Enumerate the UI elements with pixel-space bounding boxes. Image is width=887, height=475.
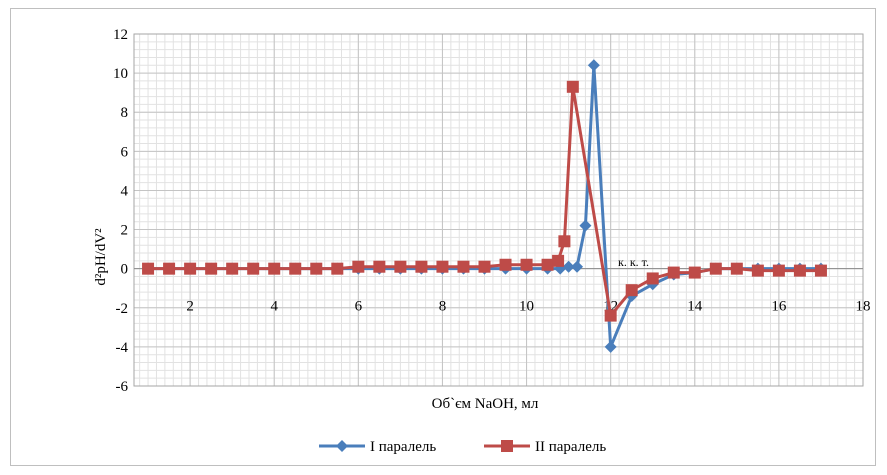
data-point-series-2: [499, 258, 512, 271]
series-layer: [142, 59, 827, 353]
data-point-series-2: [478, 260, 491, 273]
x-tick-label: 10: [519, 299, 534, 315]
labels: Об`єм NaOH, мл d²pH/dV² к. к. т.: [93, 228, 649, 412]
y-tick-label: 12: [113, 27, 128, 43]
data-point-series-2: [625, 284, 638, 297]
data-point-series-1: [579, 219, 592, 232]
data-point-series-2: [566, 80, 579, 93]
data-point-series-2: [541, 258, 554, 271]
x-tick-label: 18: [856, 299, 871, 315]
y-tick-label: -6: [116, 379, 129, 395]
data-point-series-2: [709, 262, 722, 275]
data-point-series-2: [558, 235, 571, 248]
data-point-series-2: [268, 262, 281, 275]
legend: I паралель II паралель: [319, 439, 606, 455]
legend-item-series-1: I паралель: [319, 439, 436, 455]
data-point-series-2: [552, 254, 565, 267]
x-axis-title: Об`єм NaOH, мл: [432, 396, 539, 412]
grid: [134, 33, 864, 387]
y-tick-label: 6: [121, 144, 129, 160]
legend-item-series-2: II паралель: [484, 439, 606, 455]
data-point-series-2: [667, 266, 680, 279]
data-point-series-2: [730, 262, 743, 275]
y-tick-label: 2: [121, 223, 129, 239]
data-point-series-2: [247, 262, 260, 275]
y-tick-label: -2: [116, 301, 129, 317]
x-tick-label: 14: [687, 299, 703, 315]
plot-area-border: [133, 33, 864, 387]
data-point-series-2: [226, 262, 239, 275]
y-tick-label: 10: [113, 66, 128, 82]
data-point-series-2: [373, 260, 386, 273]
x-tick-label: 6: [355, 299, 363, 315]
legend-label-series-1: I паралель: [370, 439, 436, 455]
x-tick-label: 2: [186, 299, 194, 315]
x-tick-label: 8: [439, 299, 447, 315]
series-line-2: [148, 85, 821, 318]
equivalence-point-annotation: к. к. т.: [618, 255, 649, 269]
y-axis-title: d²pH/dV²: [93, 228, 109, 286]
data-point-series-2: [751, 264, 764, 277]
data-point-series-2: [457, 260, 470, 273]
y-tick-label: -4: [116, 340, 129, 356]
data-point-series-2: [520, 258, 533, 271]
data-point-series-2: [793, 264, 806, 277]
data-point-series-2: [205, 262, 218, 275]
data-point-series-2: [604, 309, 617, 322]
data-point-series-2: [436, 260, 449, 273]
legend-label-series-2: II паралель: [535, 439, 606, 455]
data-point-series-2: [772, 264, 785, 277]
data-point-series-1: [562, 260, 575, 273]
data-point-series-1: [587, 59, 600, 72]
data-point-series-2: [394, 260, 407, 273]
legend-marker-series-2: [501, 440, 513, 452]
data-point-series-2: [310, 262, 323, 275]
x-tick-label: 4: [270, 299, 278, 315]
data-point-series-2: [142, 262, 155, 275]
data-point-series-2: [184, 262, 197, 275]
data-point-series-2: [352, 260, 365, 273]
data-point-series-1: [604, 340, 617, 353]
x-tick-label: 16: [771, 299, 787, 315]
y-tick-label: 4: [121, 183, 129, 199]
data-point-series-1: [571, 260, 584, 273]
data-point-series-2: [646, 272, 659, 285]
legend-marker-series-1: [336, 440, 348, 452]
data-point-series-2: [163, 262, 176, 275]
data-point-series-2: [331, 262, 344, 275]
data-point-series-2: [289, 262, 302, 275]
y-tick-label: 8: [121, 105, 129, 121]
data-point-series-2: [814, 264, 827, 277]
chart-container: -6 -4 -2 0 2 4 6 8 10 12 2 4 6 8 10 12 14 16 18 Об`єм NaOH…: [10, 8, 876, 466]
y-tick-label: 0: [121, 262, 129, 278]
data-point-series-2: [415, 260, 428, 273]
data-point-series-2: [688, 266, 701, 279]
